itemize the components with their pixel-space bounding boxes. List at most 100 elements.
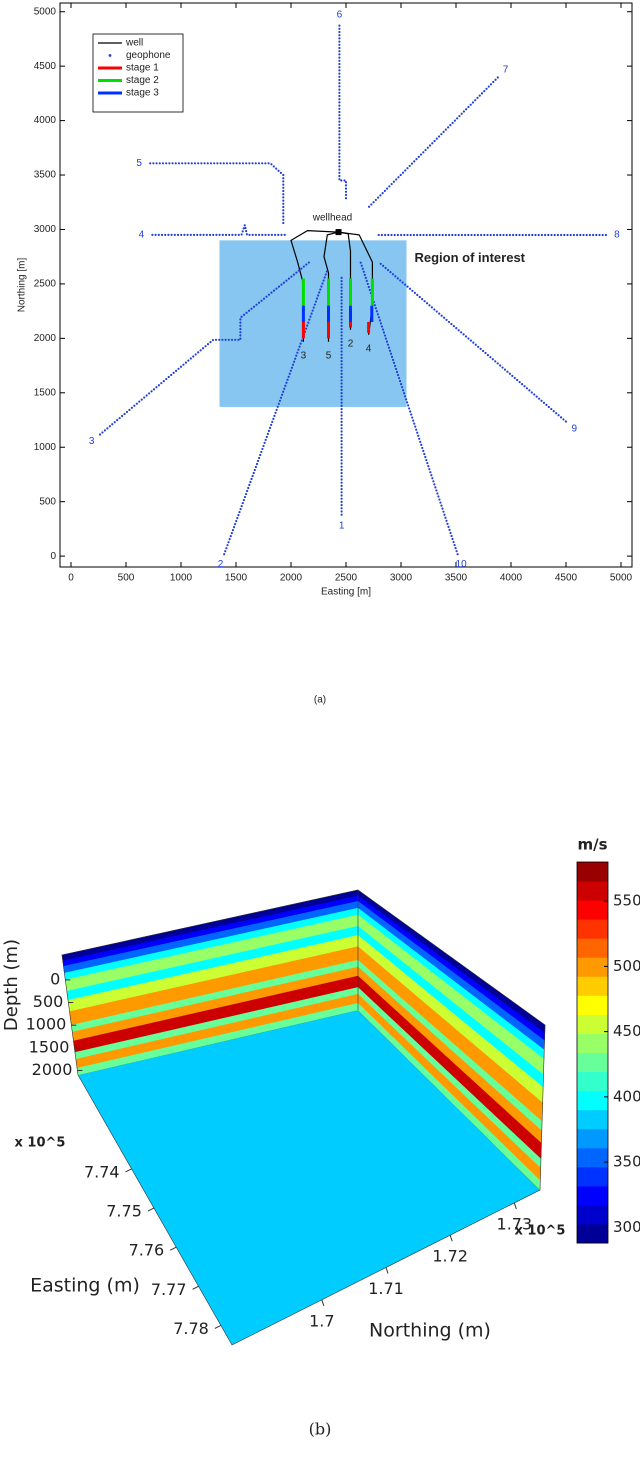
geophone-line-label: 4 <box>139 230 145 241</box>
y-tick <box>385 1267 389 1274</box>
y-tick-label: 0 <box>50 551 56 562</box>
geophone-line <box>377 260 567 423</box>
y-tick-label: 4000 <box>34 115 57 126</box>
colorbar-tick-label: 3500 <box>613 1153 640 1171</box>
colorbar-segment <box>577 881 608 901</box>
colorbar-segment <box>577 1052 608 1073</box>
geophone-line <box>149 162 285 227</box>
x-tick-label: 2000 <box>280 573 303 584</box>
legend-label: stage 1 <box>126 63 159 74</box>
y-scale-label: x 10^5 <box>515 1224 566 1239</box>
x-tick-label: 4500 <box>555 573 578 584</box>
caption: (b) <box>309 1420 332 1439</box>
x-tick <box>125 1168 132 1173</box>
legend-marker <box>108 54 112 57</box>
x-tick-label: 7.76 <box>129 1241 165 1260</box>
geophone-line-label: 3 <box>89 436 95 447</box>
geophone-line <box>338 24 348 202</box>
legend-label: stage 2 <box>126 75 159 86</box>
x-tick-label: 7.77 <box>151 1280 187 1299</box>
y-axis-label: Northing (m) <box>369 1320 491 1342</box>
colorbar-segment <box>577 1109 608 1130</box>
x-tick-label: 0 <box>68 573 74 584</box>
geophone-line <box>151 221 287 236</box>
colorbar-segment <box>577 957 608 977</box>
colorbar-tick-label: 5000 <box>613 957 640 975</box>
colorbar-frame <box>576 861 609 1244</box>
y-tick-label: 2000 <box>34 333 57 344</box>
colorbar-segment <box>577 1128 608 1149</box>
y-tick-label: 1.71 <box>368 1279 404 1298</box>
wellhead-marker <box>335 229 342 236</box>
colorbar-tick-label: 4000 <box>613 1087 640 1105</box>
geophone-line-label: 1 <box>339 520 345 531</box>
y-tick-label: 1500 <box>34 387 57 398</box>
y-tick-label: 5000 <box>34 6 57 17</box>
geophone-line-label: 10 <box>456 559 468 570</box>
stage-segment <box>301 305 374 322</box>
y-tick-label: 1.7 <box>309 1311 334 1330</box>
x-tick <box>147 1207 155 1212</box>
x-tick <box>214 1324 222 1329</box>
y-tick <box>513 1202 517 1210</box>
x-tick-label: 500 <box>118 573 135 584</box>
legend-label: geophone <box>126 50 171 61</box>
x-axis-label: Easting [m] <box>321 587 371 598</box>
colorbar-segment <box>577 900 608 920</box>
colorbar-segment <box>577 862 608 882</box>
z-axis-label: Depth (m) <box>1 939 22 1031</box>
region-label: Region of interest <box>415 250 526 265</box>
colorbar-segment <box>577 1204 608 1225</box>
z-tick-label: 500 <box>33 992 64 1011</box>
legend-box <box>92 33 184 113</box>
wellhead-label: wellhead <box>312 213 352 224</box>
x-tick-label: 1500 <box>225 573 248 584</box>
y-tick-label: 2500 <box>34 279 57 290</box>
x-tick-label: 5000 <box>610 573 633 584</box>
z-tick-label: 2000 <box>32 1060 73 1079</box>
geophone-line <box>223 268 329 556</box>
region-of-interest <box>219 240 407 407</box>
colorbar-segment <box>577 1014 608 1034</box>
colorbar-segment <box>577 1071 608 1092</box>
x-tick-label: 2500 <box>335 573 358 584</box>
colorbar-segment <box>577 1147 608 1168</box>
y-tick-label: 1000 <box>34 442 57 453</box>
stage-segment <box>301 322 371 339</box>
x-tick-label: 7.74 <box>84 1162 120 1181</box>
x-tick <box>192 1285 199 1290</box>
geophone-line <box>98 261 311 436</box>
colorbar-segment <box>577 1185 608 1206</box>
x-tick-label: 4000 <box>500 573 523 584</box>
z-tick-label: 0 <box>50 969 60 988</box>
colorbar-tick-label: 5500 <box>613 892 640 910</box>
y-axis-label: Northing [m] <box>17 258 28 313</box>
x-scale-label: x 10^5 <box>15 1136 66 1151</box>
x-tick-label: 7.78 <box>173 1319 209 1338</box>
y-tick-label: 3500 <box>34 170 57 181</box>
colorbar-segment <box>577 938 608 958</box>
geophone-line-label: 8 <box>614 230 620 241</box>
colorbar-segment <box>577 1223 608 1244</box>
geophone-line-label: 5 <box>136 158 142 169</box>
x-tick-label: 1000 <box>170 573 193 584</box>
well-label: 3 <box>301 350 307 361</box>
caption: (a) <box>314 695 326 706</box>
z-tick-label: 1500 <box>29 1037 70 1056</box>
geophone-line-label: 2 <box>218 559 224 570</box>
x-tick-label: 7.75 <box>106 1202 142 1221</box>
colorbar-title: m/s <box>577 836 607 854</box>
geophone-line-label: 9 <box>571 423 577 434</box>
colorbar-tick-label: 4500 <box>613 1022 640 1040</box>
geophone-line-label: 6 <box>337 9 343 20</box>
colorbar-segment <box>577 919 608 939</box>
legend-label: stage 3 <box>126 88 159 99</box>
stage-segment <box>301 278 374 306</box>
y-tick-label: 1.72 <box>432 1247 468 1266</box>
x-tick-label: 3000 <box>390 573 413 584</box>
geophone-line <box>359 260 459 556</box>
